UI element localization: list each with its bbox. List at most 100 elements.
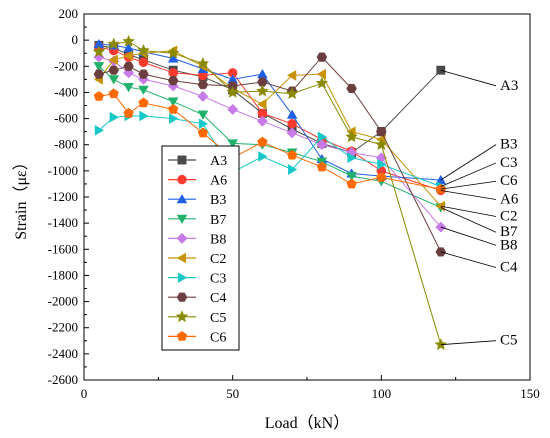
legend-label: B8 xyxy=(210,232,226,247)
x-axis: 0 50 100 150 xyxy=(81,375,540,401)
data-point-b3 xyxy=(123,42,134,53)
data-point-c4 xyxy=(197,80,209,90)
data-point-c6 xyxy=(316,161,327,172)
legend-label: C5 xyxy=(210,311,226,326)
legend: A3 A6 B3 B7 B8 C2 C3 C4 C5 C6 xyxy=(161,145,240,351)
data-point-b8 xyxy=(256,115,268,127)
leader-line xyxy=(440,144,497,181)
leader-line xyxy=(440,205,497,217)
data-point-c3 xyxy=(109,111,119,123)
legend-entry-a3: A3 xyxy=(168,154,227,169)
data-point-c6 xyxy=(93,90,104,101)
legend-marker xyxy=(176,193,188,204)
legend-marker xyxy=(177,174,187,185)
end-label-b3: B3 xyxy=(500,137,518,153)
y-tick-label: -1400 xyxy=(48,215,78,230)
data-point-b7 xyxy=(108,75,120,85)
data-point-c5 xyxy=(107,37,121,50)
data-point-c3 xyxy=(139,110,149,122)
leader-line xyxy=(440,207,497,233)
data-point-c5 xyxy=(137,43,150,57)
leader-line xyxy=(440,180,497,190)
y-tick-label: -1000 xyxy=(48,163,78,178)
data-point-a6 xyxy=(287,119,297,129)
y-tick-label: -2000 xyxy=(48,294,78,309)
legend-entry-c5: C5 xyxy=(168,310,226,326)
y-tick-label: 200 xyxy=(59,6,79,21)
x-tick-label: 50 xyxy=(226,386,239,401)
leader-line xyxy=(440,251,497,268)
legend-entry-a6: A6 xyxy=(168,174,227,189)
data-point-b8 xyxy=(197,90,209,102)
legend-marker xyxy=(177,155,187,165)
data-point-a6 xyxy=(138,57,149,68)
legend-marker xyxy=(176,252,187,264)
data-point-c6 xyxy=(168,103,179,114)
y-tick-label: -2600 xyxy=(48,372,78,387)
data-point-c5 xyxy=(196,57,210,70)
leader-line xyxy=(440,162,497,187)
data-point-c5 xyxy=(256,84,269,97)
data-point-c4 xyxy=(123,61,134,71)
x-tick-label: 100 xyxy=(372,386,392,401)
x-tick-label: 0 xyxy=(81,386,88,401)
legend-label: C3 xyxy=(210,272,226,287)
data-point-b7 xyxy=(346,171,357,182)
series-c5 xyxy=(92,34,448,351)
data-point-c4 xyxy=(108,65,119,75)
series-line-b7 xyxy=(98,65,442,208)
y-tick-label: -2400 xyxy=(48,346,78,361)
series-a6 xyxy=(94,41,446,196)
end-label-a6: A6 xyxy=(500,192,519,208)
legend-entry-c3: C3 xyxy=(168,272,226,287)
data-point-b8 xyxy=(286,127,298,139)
data-point-c3 xyxy=(288,164,298,175)
data-point-c6 xyxy=(108,88,119,99)
data-point-c6 xyxy=(287,149,298,160)
data-point-b3 xyxy=(257,68,268,79)
legend-entry-c6: C6 xyxy=(168,330,226,345)
data-point-c6 xyxy=(257,136,268,147)
data-point-c4 xyxy=(316,52,328,62)
data-point-c6 xyxy=(123,107,134,118)
end-label-c3: C3 xyxy=(500,155,518,171)
legend-marker xyxy=(176,214,188,225)
data-point-b8 xyxy=(227,103,239,115)
y-tick-label: -200 xyxy=(54,58,78,73)
data-point-a3 xyxy=(436,65,446,75)
data-point-c5 xyxy=(315,76,329,89)
data-point-c5 xyxy=(166,46,180,59)
y-tick-label: -800 xyxy=(54,137,78,152)
legend-marker xyxy=(175,310,189,323)
series-c6 xyxy=(93,88,446,194)
data-point-c2 xyxy=(316,68,326,80)
legend-label: C4 xyxy=(210,291,226,306)
data-point-c5 xyxy=(345,130,358,143)
data-point-c2 xyxy=(257,98,267,110)
legend-marker xyxy=(177,272,188,283)
y-tick-label: -600 xyxy=(54,111,78,126)
data-point-c5 xyxy=(92,45,106,58)
end-label-b7: B7 xyxy=(500,224,518,240)
legend-marker xyxy=(176,232,188,244)
data-point-c6 xyxy=(197,127,209,138)
y-tick-label: -400 xyxy=(54,84,78,99)
series-line-b8 xyxy=(98,56,442,228)
data-point-c4 xyxy=(167,76,179,86)
y-tick-label: -1600 xyxy=(48,241,78,256)
data-point-c2 xyxy=(286,70,297,81)
series-line-c4 xyxy=(98,56,442,253)
data-point-c6 xyxy=(376,171,387,182)
data-point-c4 xyxy=(257,77,268,87)
y-axis: 200 0 -200 -400 -600 -800 -1000 -1200 -1400 -1600… xyxy=(48,6,89,387)
legend-label: C6 xyxy=(210,330,226,345)
end-label-c5: C5 xyxy=(500,333,518,349)
leader-line xyxy=(440,69,497,87)
series-group xyxy=(92,34,448,351)
legend-marker xyxy=(176,330,188,341)
plot-frame xyxy=(83,13,531,381)
series-b8 xyxy=(93,51,447,233)
legend-entry-c2: C2 xyxy=(168,252,226,267)
x-axis-title: Load（kN） xyxy=(265,414,349,432)
series-c4 xyxy=(93,52,447,257)
